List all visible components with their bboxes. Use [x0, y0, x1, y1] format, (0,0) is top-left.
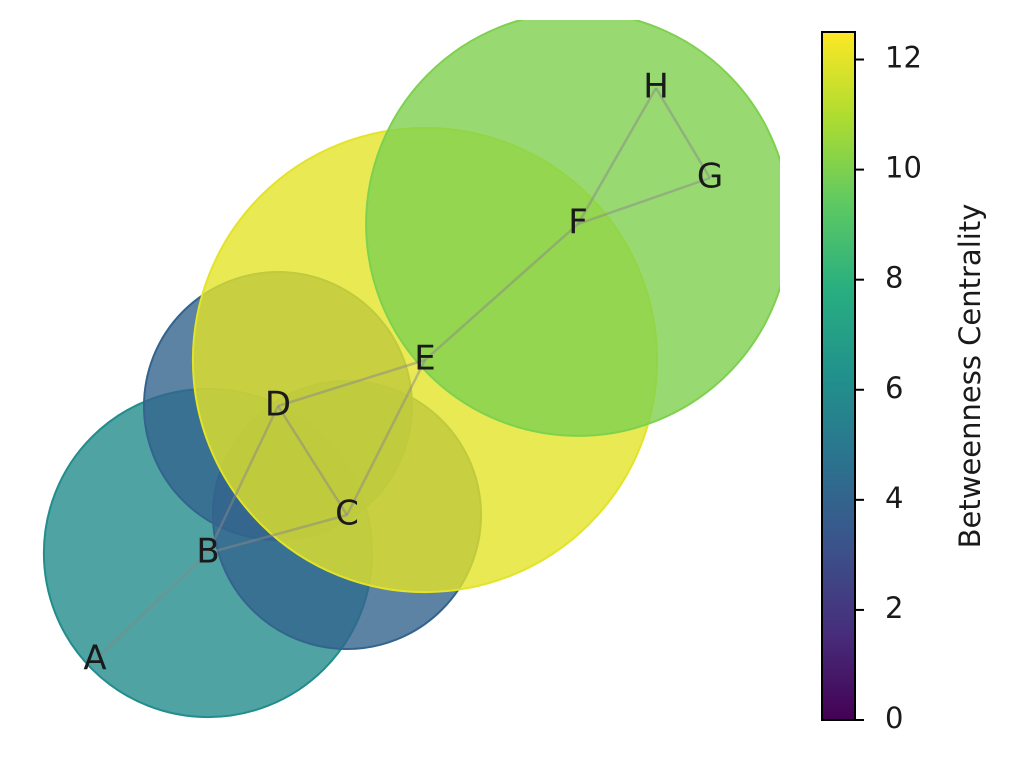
node-labels: A B C D E F G H	[83, 67, 723, 679]
edge	[654, 87, 712, 179]
colorbar-tick-label: 12	[885, 41, 922, 75]
edge	[577, 176, 711, 226]
colorbar	[821, 31, 856, 721]
edge	[576, 87, 658, 225]
node-label: H	[643, 67, 669, 107]
edge	[206, 405, 280, 554]
node-label: B	[196, 532, 219, 572]
edge	[276, 405, 349, 516]
colorbar-tick-label: 8	[885, 261, 903, 295]
edge	[94, 552, 209, 661]
node-label: A	[83, 639, 106, 679]
node-label: C	[335, 494, 359, 534]
colorbar-tick-label: 6	[885, 371, 903, 405]
node-label: F	[568, 203, 588, 243]
colorbar-ticks: 0 2 4 6 8 10 12	[855, 41, 922, 735]
colorbar-tick-label: 2	[885, 591, 903, 625]
colorbar-label: Betweenness Centrality	[953, 204, 987, 549]
edge	[345, 359, 427, 516]
node-label: E	[414, 339, 435, 379]
colorbar-tick-label: 0	[885, 701, 903, 735]
edge	[277, 358, 426, 408]
colorbar-tick-label: 4	[885, 481, 903, 515]
edge	[424, 223, 579, 361]
edge	[207, 513, 348, 555]
node-label: D	[265, 385, 291, 425]
node-label: G	[697, 157, 723, 197]
edges	[94, 87, 712, 661]
colorbar-tick-label: 10	[885, 151, 922, 185]
